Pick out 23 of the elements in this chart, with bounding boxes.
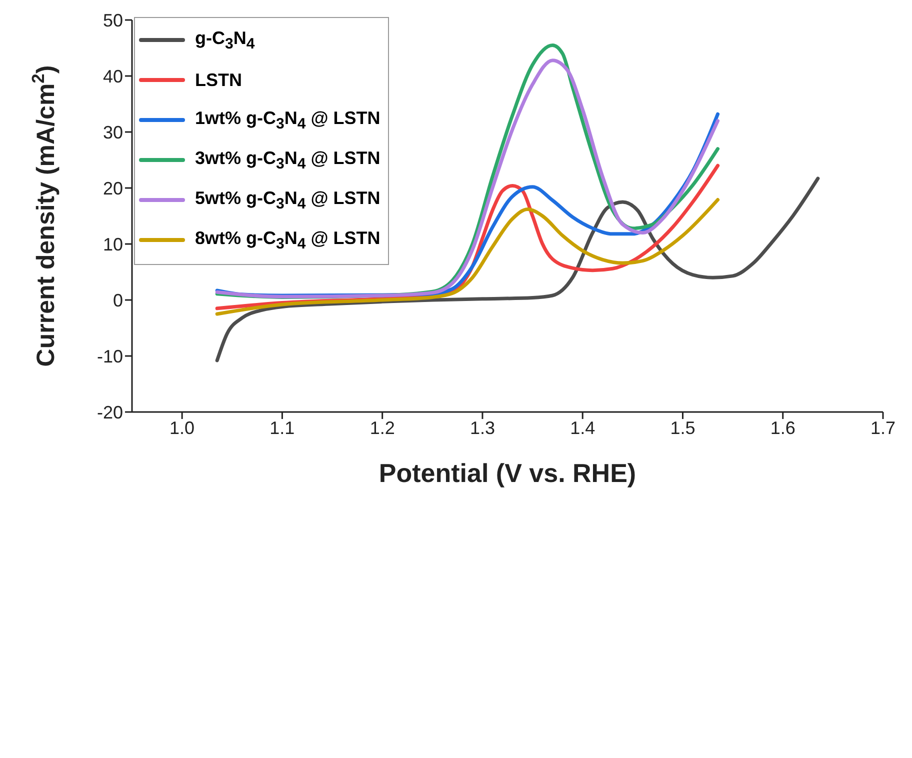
y-tick-label: 50 (102, 10, 123, 30)
legend-label: 5wt% g-C$_{3}$N$_{4}$ @ LSTN (195, 188, 380, 212)
legend-label: 1wt% g-C$_{3}$N$_{4}$ @ LSTN (195, 108, 380, 132)
x-tick-label: 1.6 (770, 418, 796, 438)
x-tick-label: 1.2 (370, 418, 395, 438)
legend-label: g-C$_{3}$N$_{4}$ (195, 28, 255, 52)
legend-label: LSTN (195, 70, 242, 90)
y-tick-label: -10 (96, 346, 123, 366)
y-tick-label: 40 (102, 66, 123, 86)
y-tick-label: -20 (96, 402, 123, 422)
y-tick-label: 10 (102, 234, 123, 254)
x-tick-label: 1.5 (670, 418, 696, 438)
x-axis-title: Potential (V vs. RHE) (378, 458, 636, 488)
y-tick-label: 20 (102, 178, 123, 198)
x-tick-label: 1.4 (570, 418, 596, 438)
y-tick-label: 0 (112, 290, 123, 310)
legend-label: 8wt% g-C$_{3}$N$_{4}$ @ LSTN (195, 228, 380, 252)
x-tick-label: 1.3 (470, 418, 495, 438)
y-tick-label: 30 (102, 122, 123, 142)
x-tick-label: 1.7 (870, 418, 896, 438)
x-tick-label: 1.1 (270, 418, 295, 438)
x-tick-label: 1.0 (170, 418, 195, 438)
legend-label: 3wt% g-C$_{3}$N$_{4}$ @ LSTN (195, 148, 380, 172)
